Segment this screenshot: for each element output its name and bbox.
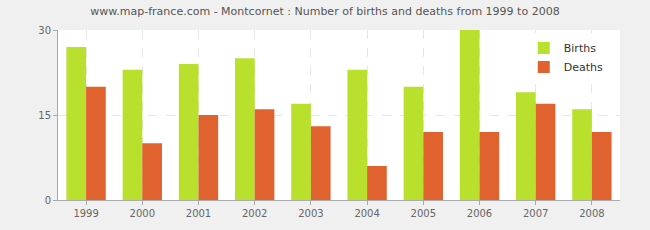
svg-text:2004: 2004 bbox=[354, 208, 379, 219]
svg-text:2003: 2003 bbox=[298, 208, 323, 219]
svg-text:2007: 2007 bbox=[523, 208, 548, 219]
svg-text:2005: 2005 bbox=[411, 208, 436, 219]
svg-text:15: 15 bbox=[38, 110, 51, 121]
svg-text:2000: 2000 bbox=[130, 208, 155, 219]
svg-text:2006: 2006 bbox=[467, 208, 492, 219]
svg-text:Births: Births bbox=[564, 42, 596, 55]
svg-text:0: 0 bbox=[45, 195, 51, 206]
svg-text:30: 30 bbox=[38, 25, 51, 36]
svg-text:2002: 2002 bbox=[242, 208, 267, 219]
svg-text:2008: 2008 bbox=[579, 208, 604, 219]
svg-text:Deaths: Deaths bbox=[564, 61, 603, 74]
svg-text:1999: 1999 bbox=[73, 208, 98, 219]
svg-text:www.map-france.com - Montcorne: www.map-france.com - Montcornet : Number… bbox=[90, 5, 559, 18]
svg-text:2001: 2001 bbox=[186, 208, 211, 219]
